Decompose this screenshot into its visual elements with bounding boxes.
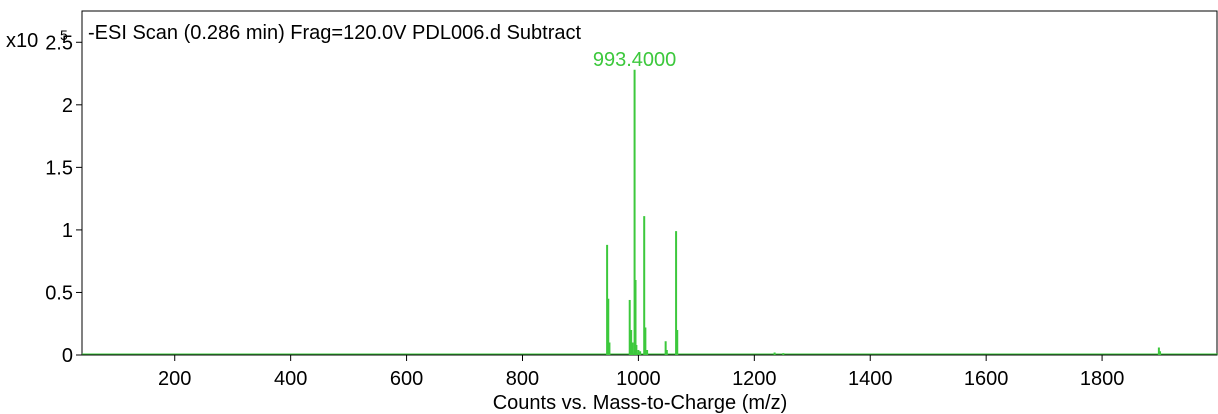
x-tick-label: 200: [158, 368, 191, 390]
x-tick-label: 1800: [1080, 368, 1125, 390]
y-tick-label: 1.5: [45, 157, 73, 179]
x-axis-label: Counts vs. Mass-to-Charge (m/z): [493, 392, 788, 414]
y-multiplier-label: x10: [6, 30, 38, 52]
x-axis: 200 400 600 800 1000 1200 1400 1600 1800: [158, 355, 1124, 390]
x-tick-label: 1000: [616, 368, 661, 390]
peak-annotations: 993.4000: [593, 49, 676, 71]
x-tick-label: 800: [506, 368, 539, 390]
chart-title: -ESI Scan (0.286 min) Frag=120.0V PDL006…: [88, 22, 581, 44]
y-tick-label: 1: [62, 220, 73, 242]
y-multiplier-exponent: 5: [60, 27, 68, 43]
x-tick-label: 1200: [732, 368, 777, 390]
x-tick-label: 1400: [848, 368, 893, 390]
y-tick-label: 2: [62, 95, 73, 117]
y-axis: 0 0.5 1 1.5 2 2.5: [45, 32, 82, 367]
y-tick-label: 0.5: [45, 282, 73, 304]
spectrum-peaks: [82, 69, 1218, 355]
y-tick-label: 2.5: [45, 32, 73, 54]
peak-label: 993.4000: [593, 49, 676, 71]
x-tick-label: 600: [390, 368, 423, 390]
plot-frame: [81, 10, 1218, 356]
y-tick-label: 0: [62, 345, 73, 367]
x-tick-label: 400: [274, 368, 307, 390]
x-tick-label: 1600: [964, 368, 1009, 390]
